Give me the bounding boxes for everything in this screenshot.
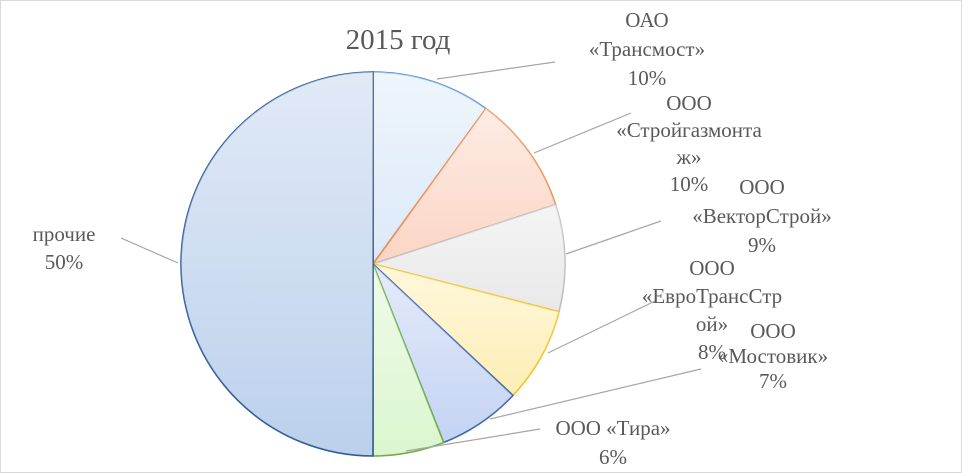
data-label-line: ж» xyxy=(675,145,701,169)
data-label: прочие 50% xyxy=(33,222,96,274)
data-label-line: 7% xyxy=(759,369,787,393)
data-label-line: ООО «Тира» xyxy=(555,416,670,440)
chart-title: 2015 год xyxy=(346,24,451,56)
data-label: ООО «Мостовик» 7% xyxy=(718,319,828,393)
data-label-line: 50% xyxy=(45,250,84,274)
pie-slice-sheen xyxy=(373,264,513,443)
data-label-line: 10% xyxy=(628,66,667,90)
data-label: ООО «ЕвроТрансСтр ой» 8% xyxy=(642,256,782,364)
data-label-line: «Трансмост» xyxy=(589,37,705,61)
leader-line xyxy=(533,112,632,154)
data-label-line: «ЕвроТрансСтр xyxy=(642,284,782,308)
data-label-line: «ВекторСтрой» xyxy=(692,204,832,228)
data-label-line: прочие xyxy=(33,222,96,246)
data-label-line: 10% xyxy=(670,172,709,196)
pie-slice-sheen xyxy=(181,72,373,456)
data-label: ОАО «Трансмост» 10% xyxy=(589,8,705,90)
data-label-line: ой» xyxy=(696,312,728,336)
leader-line xyxy=(405,428,541,452)
pie-slice-sheen xyxy=(373,264,444,456)
data-label-line: ООО xyxy=(750,319,796,343)
data-label-line: ОАО xyxy=(625,8,668,32)
data-label-line: ООО xyxy=(666,91,712,115)
pie-slice-sheen xyxy=(373,108,556,264)
leader-line xyxy=(565,220,662,255)
data-label: ООО «Тира» 6% xyxy=(555,416,670,469)
pie-slice-sheen xyxy=(373,204,565,312)
leader-line xyxy=(547,300,656,354)
leader-line xyxy=(489,368,702,420)
leader-line xyxy=(436,61,556,80)
pie-slice-sheen xyxy=(373,72,486,264)
data-label-line: «Мостовик» xyxy=(718,344,828,368)
data-label-line: 6% xyxy=(599,445,627,469)
data-label-line: 8% xyxy=(698,340,726,364)
data-label-line: ООО xyxy=(739,175,785,199)
leader-line xyxy=(120,237,179,264)
data-label-line: 9% xyxy=(748,233,776,257)
data-label-line: «Стройгазмонта xyxy=(616,118,762,142)
data-label: ООО «Стройгазмонта ж» 10% xyxy=(616,91,762,196)
data-label: ООО «ВекторСтрой» 9% xyxy=(692,175,832,257)
data-label-line: ООО xyxy=(689,256,735,280)
pie-slice-sheen xyxy=(373,264,559,396)
